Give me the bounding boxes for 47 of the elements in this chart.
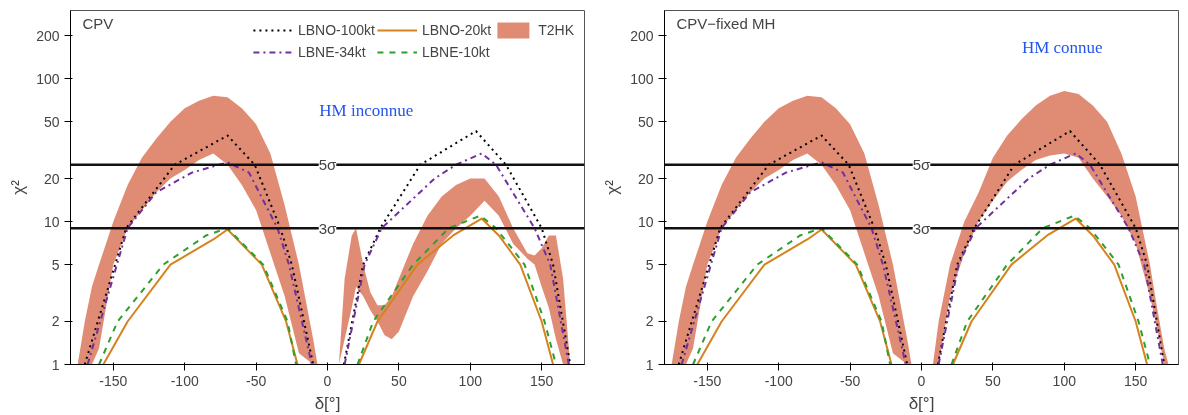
ref-line-label: 5σ bbox=[912, 156, 932, 174]
y-tick-label: 20 bbox=[637, 170, 654, 187]
y-tick-label: 1 bbox=[51, 356, 60, 373]
ref-line-label: 5σ bbox=[318, 156, 338, 174]
x-tick-label: -100 bbox=[170, 372, 199, 389]
x-tick-label: 100 bbox=[458, 372, 483, 389]
x-tick-label: 0 bbox=[323, 372, 332, 389]
ref-line-label: 3σ bbox=[318, 219, 338, 237]
x-tick-label: -50 bbox=[839, 372, 861, 389]
y-axis-title: χ² bbox=[9, 179, 29, 195]
y-tick-label: 200 bbox=[630, 27, 654, 44]
y-tick-label: 10 bbox=[43, 213, 60, 230]
x-axis-title: δ[°] bbox=[908, 393, 935, 413]
x-tick-label: 0 bbox=[917, 372, 926, 389]
x-tick-label: -100 bbox=[764, 372, 793, 389]
legend-label: T2HK bbox=[538, 22, 574, 38]
x-tick-label: -150 bbox=[693, 372, 722, 389]
x-tick-label: 150 bbox=[529, 372, 554, 389]
legend-label: LBNE-10kt bbox=[421, 44, 490, 60]
x-tick-label: 50 bbox=[985, 372, 1001, 389]
legend-label: LBNO-100kt bbox=[297, 22, 375, 38]
y-tick-label: 2 bbox=[645, 313, 654, 330]
x-tick-label: -150 bbox=[99, 372, 128, 389]
y-axis-title: χ² bbox=[603, 179, 623, 195]
legend-label: LBNE-34kt bbox=[297, 44, 366, 60]
y-tick-label: 5 bbox=[51, 256, 60, 273]
annotation: HM inconnue bbox=[319, 100, 414, 120]
ref-line-label: 3σ bbox=[912, 219, 932, 237]
y-tick-label: 100 bbox=[36, 70, 60, 87]
x-tick-label: 50 bbox=[391, 372, 407, 389]
y-tick-label: 1 bbox=[645, 356, 654, 373]
y-tick-label: 50 bbox=[43, 113, 60, 130]
y-tick-label: 2 bbox=[51, 313, 60, 330]
y-tick-label: 50 bbox=[637, 113, 654, 130]
chart-title: CPV bbox=[82, 14, 114, 32]
y-tick-label: 5 bbox=[645, 256, 654, 273]
x-axis-title: δ[°] bbox=[314, 393, 341, 413]
y-tick-label: 200 bbox=[36, 27, 60, 44]
y-tick-label: 100 bbox=[630, 70, 654, 87]
y-tick-label: 10 bbox=[637, 213, 654, 230]
legend-label: LBNO-20kt bbox=[421, 22, 492, 38]
x-tick-label: 100 bbox=[1052, 372, 1077, 389]
chart-title: CPV−fixed MH bbox=[676, 14, 776, 32]
x-tick-label: 150 bbox=[1123, 372, 1148, 389]
annotation: HM connue bbox=[1021, 37, 1103, 57]
x-tick-label: -50 bbox=[245, 372, 267, 389]
y-tick-label: 20 bbox=[43, 170, 60, 187]
